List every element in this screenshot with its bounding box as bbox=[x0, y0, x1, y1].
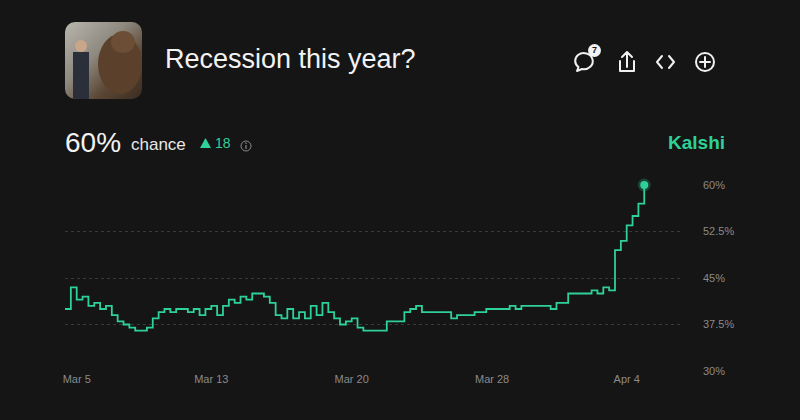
svg-text:37.5%: 37.5% bbox=[703, 318, 734, 330]
html-text:Recession this year?: Recession this year? bbox=[165, 44, 416, 74]
svg-text:60%: 60% bbox=[703, 179, 725, 191]
svg-text:Mar 13: Mar 13 bbox=[194, 373, 228, 385]
svg-text:Apr 4: Apr 4 bbox=[614, 373, 640, 385]
html-text:Kalshi: Kalshi bbox=[668, 132, 725, 153]
svg-text:Mar 5: Mar 5 bbox=[63, 373, 91, 385]
html-text:18: 18 bbox=[215, 135, 231, 151]
svg-text:Mar 28: Mar 28 bbox=[475, 373, 509, 385]
html-text:60% chance: 60% chance bbox=[65, 127, 186, 158]
svg-text:30%: 30% bbox=[703, 365, 725, 377]
svg-text:Mar 20: Mar 20 bbox=[335, 373, 369, 385]
svg-text:52.5%: 52.5% bbox=[703, 225, 734, 237]
svg-text:45%: 45% bbox=[703, 272, 725, 284]
html-text:7: 7 bbox=[592, 45, 597, 55]
